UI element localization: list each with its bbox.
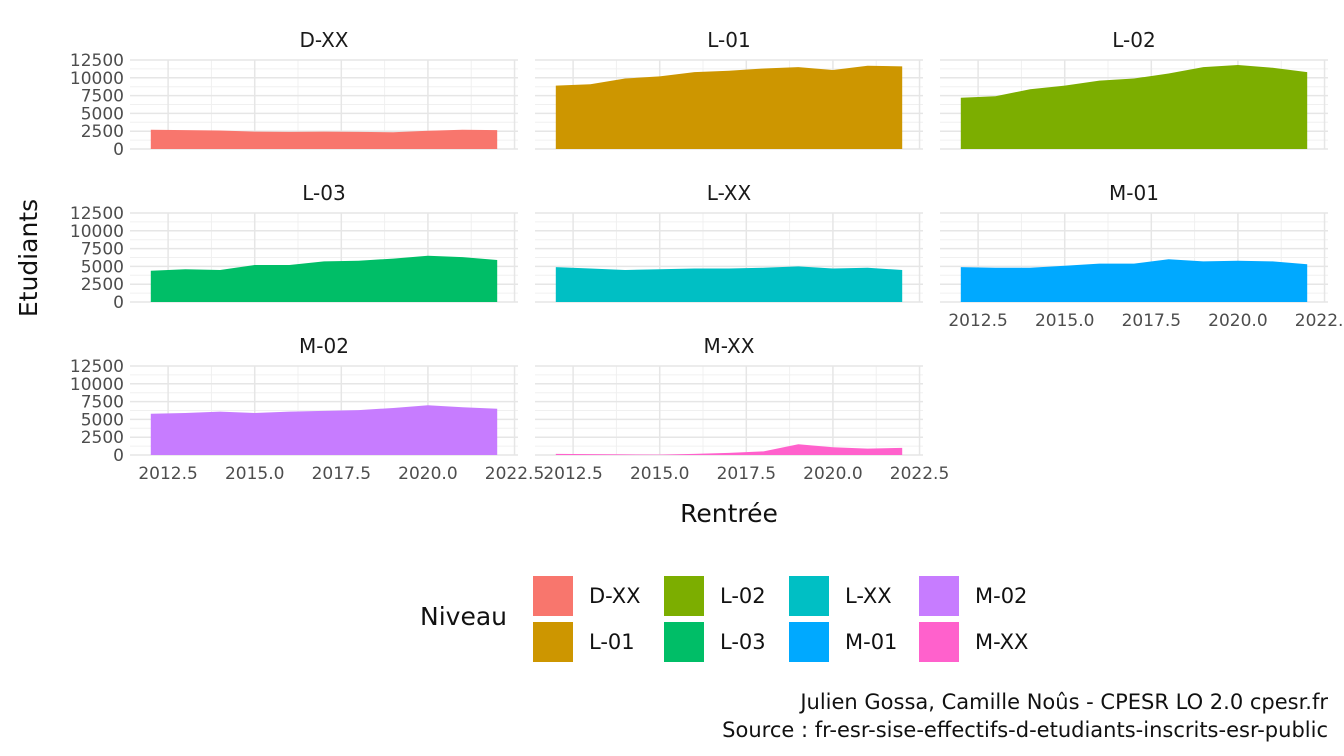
x-tick-label: 2012.5 [948,311,1007,331]
x-tick-label: 2012.5 [543,464,602,484]
y-tick-label: 7500 [81,240,124,260]
legend-item-m-02: M-02 [919,576,1027,616]
y-tick-label: 0 [113,140,124,160]
y-tick-label: 7500 [81,393,124,413]
y-tick-label: 5000 [81,257,124,277]
area-l-02 [960,65,1308,149]
legend-item-l-02: L-02 [664,576,766,616]
y-tick-label: 0 [113,446,124,466]
y-tick-label: 2500 [81,428,124,448]
x-tick-label: 2022.5 [890,464,949,484]
legend-item-l-01: L-01 [533,622,635,662]
facet-label-m-02: M-02 [299,334,349,358]
facet-label-m-01: M-01 [1109,181,1159,205]
legend-item-l-03: L-03 [664,622,766,662]
x-tick-label: 2022.5 [1295,311,1344,331]
y-tick-label: 7500 [81,87,124,107]
y-tick-label: 10000 [70,375,124,395]
facet-label-l-xx: L-XX [707,181,752,205]
area-l-xx [555,266,903,302]
area-m-xx [555,444,903,455]
legend-key-m-xx [919,622,959,662]
y-axis-title: Etudiants [14,199,43,317]
legend-key-l-xx [789,576,829,616]
legend-title: Niveau [420,602,507,631]
area-m-02 [150,405,498,455]
caption-source: Source : fr-esr-sise-effectifs-d-etudian… [722,718,1328,742]
facet-label-l-02: L-02 [1112,28,1155,52]
legend-item-m-xx: M-XX [919,622,1028,662]
legend-key-m-01 [789,622,829,662]
x-tick-label: 2015.0 [1035,311,1094,331]
y-tick-label: 0 [113,293,124,313]
y-tick-label: 5000 [81,104,124,124]
area-d-xx [150,129,498,149]
y-tick-label: 10000 [70,69,124,89]
facet-label-m-xx: M-XX [704,334,755,358]
facet-label-l-03: L-03 [302,181,345,205]
legend-key-l-01 [533,622,573,662]
legend-key-m-02 [919,576,959,616]
y-tick-label: 10000 [70,222,124,242]
legend-item-l-xx: L-XX [789,576,892,616]
legend-key-l-02 [664,576,704,616]
x-tick-label: 2015.0 [225,464,284,484]
y-tick-label: 2500 [81,275,124,295]
x-tick-label: 2015.0 [630,464,689,484]
y-tick-label: 12500 [70,204,124,224]
x-tick-label: 2017.5 [717,464,776,484]
facet-label-l-01: L-01 [707,28,750,52]
legend-key-d-xx [533,576,573,616]
legend-item-d-xx: D-XX [533,576,640,616]
x-tick-label: 2022.5 [485,464,544,484]
x-tick-label: 2017.5 [312,464,371,484]
legend-item-m-01: M-01 [789,622,897,662]
y-tick-label: 2500 [81,122,124,142]
x-tick-label: 2020.0 [1208,311,1267,331]
legend-key-l-03 [664,622,704,662]
x-tick-label: 2020.0 [398,464,457,484]
area-l-01 [555,65,903,149]
x-tick-label: 2020.0 [803,464,862,484]
area-l-03 [150,255,498,302]
y-tick-label: 12500 [70,51,124,71]
y-tick-label: 5000 [81,410,124,430]
x-tick-label: 2012.5 [138,464,197,484]
legend: Niveau D-XX L-01 L-02 L-03 L-XX M-01 M-0… [420,572,1140,662]
facet-label-d-xx: D-XX [299,28,348,52]
area-m-01 [960,259,1308,302]
caption-credit: Julien Gossa, Camille Noûs - CPESR LO 2.… [800,690,1328,714]
x-tick-label: 2017.5 [1122,311,1181,331]
x-axis-title: Rentrée [680,499,778,528]
caption: Julien Gossa, Camille Noûs - CPESR LO 2.… [722,688,1328,744]
y-tick-label: 12500 [70,357,124,377]
